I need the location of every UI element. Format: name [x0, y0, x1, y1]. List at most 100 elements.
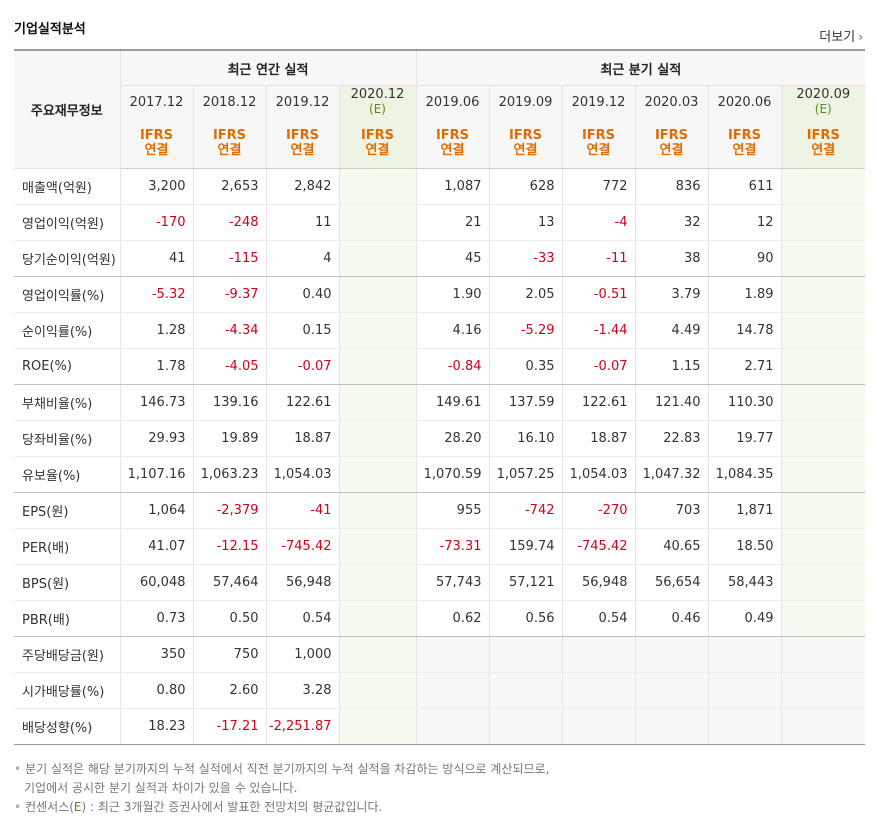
value-cell: -745.42 [266, 528, 340, 565]
row-label[interactable]: ROE(%) [14, 348, 121, 385]
table-row: 유보율(%) 1,107.16 1,063.23 1,054.03 1,070.59 1,… [14, 456, 866, 493]
period-header: 2019.12 [266, 85, 340, 118]
row-label[interactable]: 유보율(%) [14, 456, 121, 493]
row-label[interactable]: 당기순이익(억원) [14, 240, 121, 277]
value-cell [339, 240, 417, 277]
value-cell: -0.07 [266, 348, 340, 385]
row-label[interactable]: 매출액(억원) [14, 168, 121, 205]
row-label[interactable]: 당좌비율(%) [14, 420, 121, 457]
value-cell: 2,653 [193, 168, 267, 205]
row-label[interactable]: 영업이익(억원) [14, 204, 121, 241]
value-cell: 4.49 [635, 312, 709, 349]
row-label[interactable]: 배당성향(%) [14, 708, 121, 745]
value-cell: 1,084.35 [708, 456, 782, 493]
value-cell [781, 420, 866, 457]
value-cell: 1,057.25 [489, 456, 563, 493]
value-cell: 836 [635, 168, 709, 205]
value-cell [781, 708, 866, 745]
ifrs-label: IFRS 연결 [781, 118, 866, 169]
value-cell: 56,654 [635, 564, 709, 601]
value-cell: 0.54 [562, 600, 636, 637]
value-cell [416, 672, 490, 709]
value-cell [781, 276, 866, 313]
row-label[interactable]: EPS(원) [14, 492, 121, 529]
value-cell: 1,107.16 [120, 456, 194, 493]
value-cell: -73.31 [416, 528, 490, 565]
value-cell: 628 [489, 168, 563, 205]
value-cell: -170 [120, 204, 194, 241]
value-cell: -12.15 [193, 528, 267, 565]
value-cell [708, 708, 782, 745]
value-cell: 146.73 [120, 384, 194, 421]
value-cell: -2,251.87 [266, 708, 340, 745]
row-label[interactable]: 영업이익률(%) [14, 276, 121, 313]
row-label[interactable]: 시가배당률(%) [14, 672, 121, 709]
value-cell [416, 636, 490, 673]
table-row: PER(배) 41.07 -12.15 -745.42 -73.31 159.74 -745… [14, 528, 866, 565]
ifrs-label: IFRS 연결 [562, 118, 636, 169]
value-cell [781, 240, 866, 277]
value-cell [489, 708, 563, 745]
value-cell: 750 [193, 636, 267, 673]
value-cell: 110.30 [708, 384, 782, 421]
table-row: BPS(원) 60,048 57,464 56,948 57,743 57,121 56,9… [14, 564, 866, 601]
estimate-mark: (E) [369, 102, 386, 116]
ifrs-label: IFRS 연결 [120, 118, 194, 169]
value-cell [562, 636, 636, 673]
table-row: 시가배당률(%) 0.80 2.60 3.28 [14, 672, 866, 709]
row-label[interactable]: 순이익률(%) [14, 312, 121, 349]
value-cell: 60,048 [120, 564, 194, 601]
ifrs-label: IFRS 연결 [635, 118, 709, 169]
table-row: 부채비율(%) 146.73 139.16 122.61 149.61 137.59 122… [14, 384, 866, 421]
table-row: 배당성향(%) 18.23 -17.21 -2,251.87 [14, 708, 866, 745]
note-line-2: 기업에서 공시한 분기 실적과 차이가 있을 수 있습니다. [24, 781, 298, 795]
period-header: 2020.12 (E) [339, 85, 417, 118]
ifrs-label: IFRS 연결 [266, 118, 340, 169]
value-cell: 19.89 [193, 420, 267, 457]
value-cell [339, 636, 417, 673]
value-cell: 1,054.03 [562, 456, 636, 493]
value-cell: 1.90 [416, 276, 490, 313]
value-cell [339, 456, 417, 493]
table-row: 매출액(억원) 3,200 2,653 2,842 1,087 628 772 836 611 [14, 168, 866, 205]
row-label[interactable]: PBR(배) [14, 600, 121, 637]
period-header: 2019.12 [562, 85, 636, 118]
period-header: 2018.12 [193, 85, 267, 118]
value-cell [339, 168, 417, 205]
value-cell [339, 600, 417, 637]
row-label[interactable]: 주당배당금(원) [14, 636, 121, 673]
more-label: 더보기 [819, 30, 856, 45]
row-label[interactable]: 부채비율(%) [14, 384, 121, 421]
period-header: 2020.09 (E) [781, 85, 866, 118]
value-cell: 18.87 [562, 420, 636, 457]
table-row: 당기순이익(억원) 41 -115 4 45 -33 -11 38 90 [14, 240, 866, 277]
table-row: 당좌비율(%) 29.93 19.89 18.87 28.20 16.10 18.87 22.… [14, 420, 866, 457]
value-cell: -5.29 [489, 312, 563, 349]
value-cell: 0.54 [266, 600, 340, 637]
section-title: 기업실적분석 [14, 22, 86, 37]
value-cell: 137.59 [489, 384, 563, 421]
value-cell [781, 348, 866, 385]
period-header: 2020.06 [708, 85, 782, 118]
group-quarter: 최근 분기 실적 [416, 49, 866, 86]
value-cell: 90 [708, 240, 782, 277]
value-cell: 122.61 [266, 384, 340, 421]
value-cell: 28.20 [416, 420, 490, 457]
row-label[interactable]: PER(배) [14, 528, 121, 565]
financial-table: 주요재무정보 최근 연간 실적 최근 분기 실적 2017.12 2018.12 2… [14, 49, 866, 745]
value-cell: 121.40 [635, 384, 709, 421]
value-cell [416, 708, 490, 745]
value-cell [781, 528, 866, 565]
value-cell: 18.50 [708, 528, 782, 565]
table-row: EPS(원) 1,064 -2,379 -41 955 -742 -270 703 1,871 [14, 492, 866, 529]
value-cell: 2.71 [708, 348, 782, 385]
row-label[interactable]: BPS(원) [14, 564, 121, 601]
more-link[interactable]: 더보기 › [819, 26, 863, 45]
table-row: 영업이익(억원) -170 -248 11 21 13 -4 32 12 [14, 204, 866, 241]
value-cell: 32 [635, 204, 709, 241]
value-cell: 29.93 [120, 420, 194, 457]
value-cell [781, 456, 866, 493]
value-cell: -17.21 [193, 708, 267, 745]
estimate-mark: (E) [814, 102, 832, 116]
value-cell: 0.40 [266, 276, 340, 313]
